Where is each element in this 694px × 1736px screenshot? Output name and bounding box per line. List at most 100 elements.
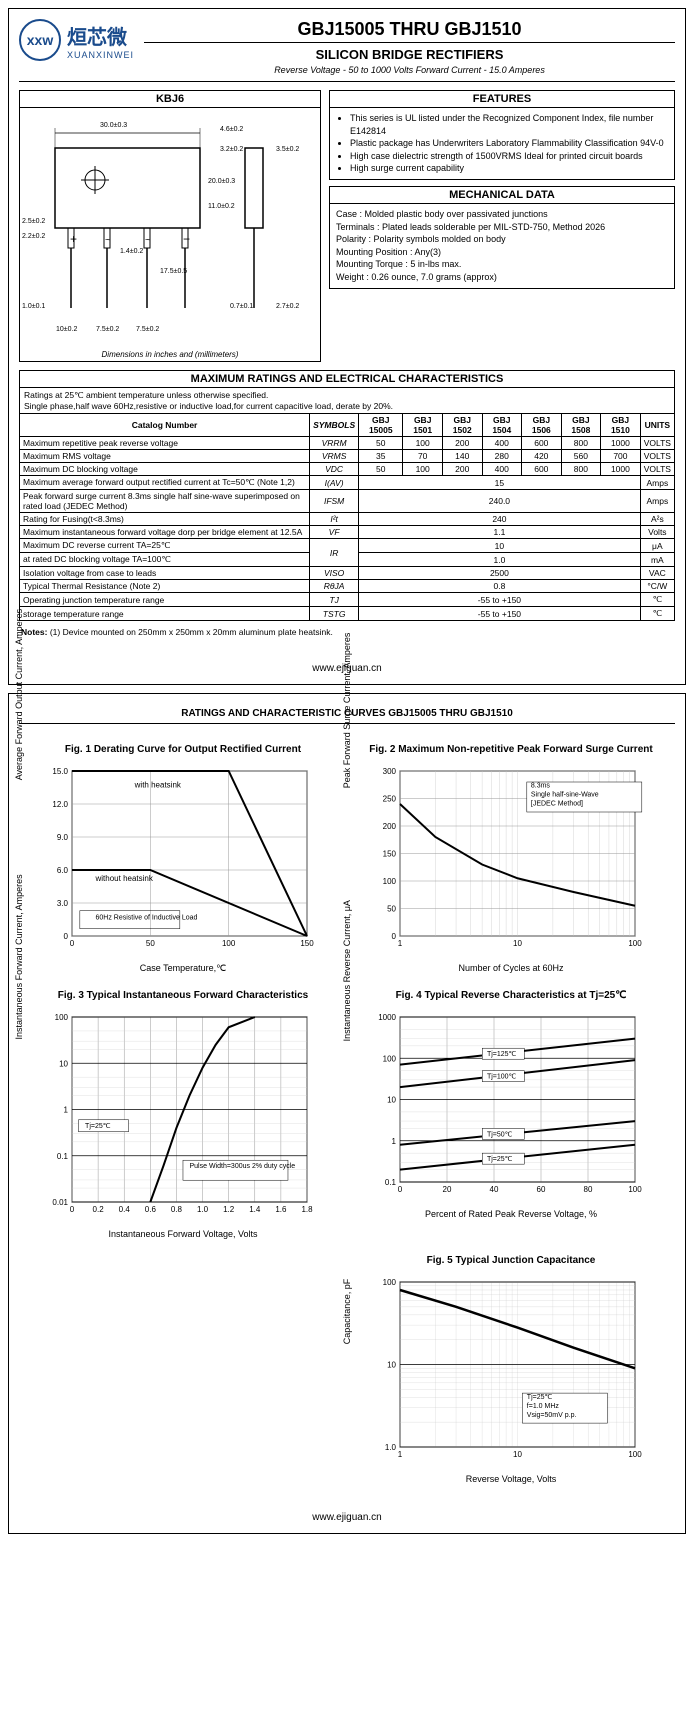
svg-text:100: 100 [383,877,397,886]
fig3-xlabel: Instantaneous Forward Voltage, Volts [27,1229,339,1239]
fig2: Fig. 2 Maximum Non-repetitive Peak Forwa… [355,744,667,974]
fig3-title: Fig. 3 Typical Instantaneous Forward Cha… [27,990,339,1001]
main-title: GBJ15005 THRU GBJ1510 [144,19,675,43]
footer-url-2: www.ejiguan.cn [19,1512,675,1523]
svg-text:f=1.0 MHz: f=1.0 MHz [527,1403,560,1410]
svg-text:20: 20 [443,1185,452,1194]
page-2: RATINGS AND CHARACTERISTIC CURVES GBJ150… [8,693,686,1534]
logo-chinese: 烜芯微 [67,21,134,50]
ratings-table: Catalog NumberSYMBOLSGBJ 15005GBJ 1501GB… [19,413,675,621]
mechdata-line: Mounting Torque : 5 in-lbs max. [336,258,668,271]
svg-text:Tj=25℃: Tj=25℃ [527,1394,553,1401]
dim: 1.0±0.1 [22,303,45,310]
svg-text:1: 1 [392,1137,397,1146]
mechdata-line: Mounting Position : Any(3) [336,246,668,259]
svg-text:Tj=25℃: Tj=25℃ [487,1156,513,1163]
svg-text:0.1: 0.1 [57,1152,69,1161]
page-1: xxw 烜芯微 XUANXINWEI GBJ15005 THRU GBJ1510… [8,8,686,685]
svg-text:50: 50 [146,939,155,948]
package-diagram: KBJ6 + ~ ~ − [19,90,321,362]
svg-text:Vsig=50mV p.p.: Vsig=50mV p.p. [527,1412,577,1419]
mechdata-body: Case : Molded plastic body over passivat… [330,204,674,288]
svg-text:250: 250 [383,795,397,804]
svg-text:10: 10 [387,1096,396,1105]
svg-text:3.0: 3.0 [57,899,69,908]
spec-line: Reverse Voltage - 50 to 1000 Volts Forwa… [144,65,675,75]
fig4-ylabel: Instantaneous Reverse Current, μA [342,900,352,1041]
svg-text:with heatsink: with heatsink [134,781,182,790]
svg-text:0: 0 [392,932,397,941]
svg-text:100: 100 [628,1450,642,1459]
mechdata-panel: MECHANICAL DATA Case : Molded plastic bo… [329,186,675,289]
svg-text:0.6: 0.6 [145,1205,157,1214]
svg-text:15.0: 15.0 [52,767,68,776]
dim: 11.0±0.2 [208,203,235,210]
svg-text:10: 10 [513,939,522,948]
diagram-body: + ~ ~ − [20,108,320,348]
svg-text:1000: 1000 [378,1013,396,1022]
svg-text:Tj=50℃: Tj=50℃ [487,1131,513,1138]
features-panel: FEATURES This series is UL listed under … [329,90,675,180]
svg-text:[JEDEC Method]: [JEDEC Method] [531,801,583,808]
feature-item: High surge current capability [350,162,668,175]
svg-text:10: 10 [513,1450,522,1459]
dim: 10±0.2 [56,326,77,333]
fig4: Fig. 4 Typical Reverse Characteristics a… [355,990,667,1239]
svg-text:1.8: 1.8 [301,1205,313,1214]
svg-text:0.1: 0.1 [385,1178,397,1187]
svg-text:1.6: 1.6 [275,1205,287,1214]
svg-text:60: 60 [537,1185,546,1194]
dim: 17.5±0.5 [160,268,187,275]
svg-text:8.3ms: 8.3ms [531,783,551,790]
info-box: FEATURES This series is UL listed under … [329,90,675,362]
svg-text:300: 300 [383,767,397,776]
dim: 0.7±0.1 [230,303,253,310]
svg-text:0.2: 0.2 [93,1205,105,1214]
mechdata-line: Polarity : Polarity symbols molded on bo… [336,233,668,246]
fig2-ylabel: Peak Forward Surge Current, Amperes [342,633,352,789]
features-list: This series is UL listed under the Recog… [336,112,668,175]
dim: 20.0±0.3 [208,178,235,185]
svg-text:200: 200 [383,822,397,831]
svg-text:150: 150 [300,939,314,948]
features-title: FEATURES [330,91,674,108]
svg-text:80: 80 [584,1185,593,1194]
fig2-title: Fig. 2 Maximum Non-repetitive Peak Forwa… [355,744,667,755]
mid-section: KBJ6 + ~ ~ − [19,90,675,362]
title-section: GBJ15005 THRU GBJ1510 SILICON BRIDGE REC… [144,19,675,75]
dim: 7.5±0.2 [96,326,119,333]
svg-text:0: 0 [398,1185,403,1194]
svg-text:10: 10 [387,1361,396,1370]
svg-text:10: 10 [59,1059,68,1068]
mechdata-line: Case : Molded plastic body over passivat… [336,208,668,221]
fig4-xlabel: Percent of Rated Peak Reverse Voltage, % [355,1209,667,1219]
fig5-xlabel: Reverse Voltage, Volts [355,1474,667,1484]
svg-text:100: 100 [628,939,642,948]
fig1: Fig. 1 Derating Curve for Output Rectifi… [27,744,339,974]
svg-text:1.0: 1.0 [197,1205,209,1214]
svg-text:6.0: 6.0 [57,866,69,875]
dim: 1.4±0.2 [120,248,143,255]
svg-text:without heatsink: without heatsink [95,874,154,883]
dim: 3.2±0.2 [220,146,243,153]
logo-mark: xxw [19,19,61,61]
svg-text:1: 1 [398,939,403,948]
fig3-ylabel: Instantaneous Forward Current, Amperes [14,874,24,1039]
fig2-xlabel: Number of Cycles at 60Hz [355,963,667,973]
feature-item: Plastic package has Underwriters Laborat… [350,137,668,150]
fig5-ylabel: Capacitance, pF [342,1279,352,1345]
svg-text:40: 40 [490,1185,499,1194]
svg-text:1.4: 1.4 [249,1205,261,1214]
diagram-footer: Dimensions in inches and (millimeters) [20,348,320,361]
svg-text:100: 100 [222,939,236,948]
sub-title: SILICON BRIDGE RECTIFIERS [144,47,675,62]
svg-text:1.2: 1.2 [223,1205,235,1214]
svg-text:0.8: 0.8 [171,1205,183,1214]
svg-text:Pulse Width=300us 2% duty cycl: Pulse Width=300us 2% duty cycle [190,1163,296,1170]
svg-text:9.0: 9.0 [57,833,69,842]
svg-text:50: 50 [387,905,396,914]
logo-english: XUANXINWEI [67,50,134,60]
ratings-title: MAXIMUM RATINGS AND ELECTRICAL CHARACTER… [19,370,675,387]
dim: 3.5±0.2 [276,146,299,153]
svg-text:Tj=125℃: Tj=125℃ [487,1051,517,1058]
